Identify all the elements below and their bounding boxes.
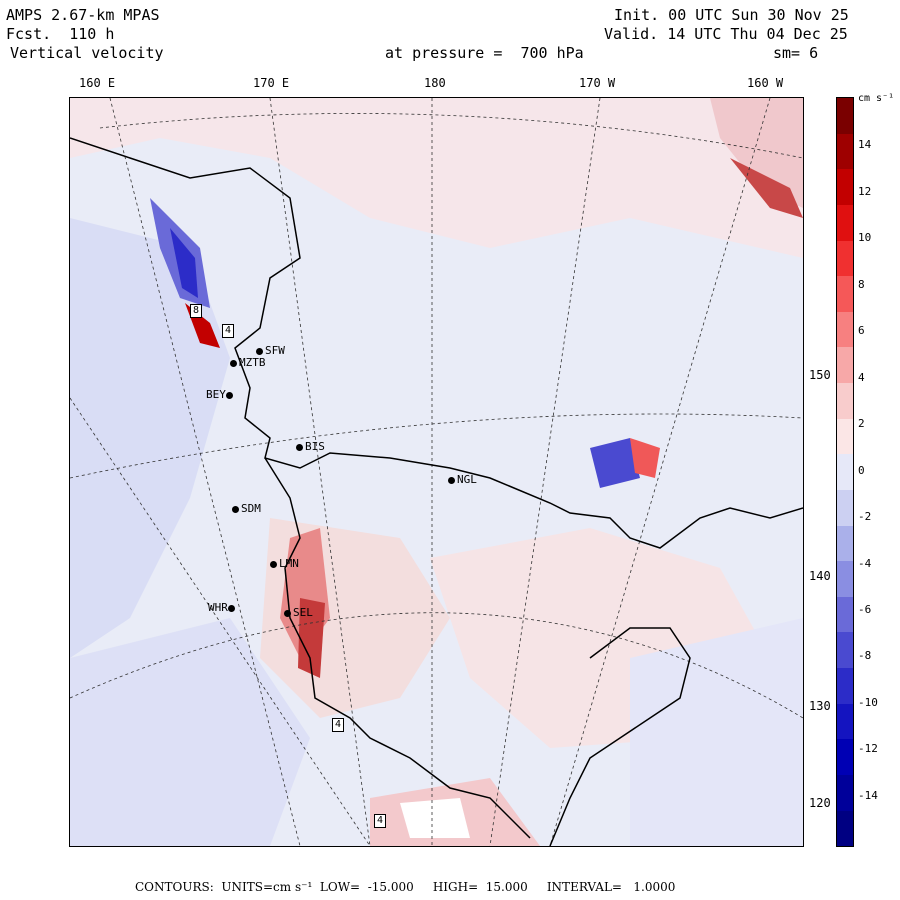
- station-whr[interactable]: WHR: [208, 601, 237, 614]
- colorbar-tick-label: -12: [858, 742, 878, 755]
- colorbar-tick-label: -10: [858, 696, 878, 709]
- station-dot-icon: [232, 505, 239, 513]
- colorbar-tick-label: 10: [858, 231, 872, 244]
- station-mztb[interactable]: MZTB: [230, 356, 266, 369]
- colorbar-segment: [837, 276, 853, 312]
- colorbar-segment: [837, 596, 853, 633]
- velocity-field: [70, 98, 803, 846]
- colorbar-segment: [837, 525, 853, 562]
- colorbar-segment: [837, 133, 853, 170]
- colorbar-tick-label: 12: [858, 185, 872, 198]
- colorbar-segment: [837, 204, 853, 241]
- station-dot-icon: [230, 359, 237, 367]
- graticule: [70, 98, 803, 846]
- colorbar-segment: [837, 454, 853, 490]
- colorbar-segment: [837, 169, 853, 205]
- station-dot-icon: [225, 391, 233, 399]
- contour-info: CONTOURS: UNITS=cm s⁻¹ LOW= -15.000 HIGH…: [135, 880, 676, 894]
- colorbar-segment: [837, 418, 853, 455]
- model-title: AMPS 2.67-km MPAS: [6, 6, 160, 24]
- station-sdm[interactable]: SDM: [232, 502, 261, 515]
- colorbar-tick-label: 4: [858, 371, 865, 384]
- colorbar-segment: [837, 668, 853, 704]
- station-dot-icon: [256, 347, 263, 355]
- station-bis[interactable]: BIS: [296, 440, 325, 453]
- contour-max-marker: 8: [190, 304, 203, 318]
- station-label: SDM: [241, 502, 261, 515]
- station-dot-icon: [296, 443, 303, 451]
- station-dot-icon: [270, 560, 277, 568]
- colorbar-segment: [837, 632, 853, 668]
- valid-time: Valid. 14 UTC Thu 04 Dec 25: [604, 25, 848, 43]
- station-label: LMN: [279, 557, 299, 570]
- station-label: WHR: [208, 601, 228, 614]
- station-label: MZTB: [239, 356, 266, 369]
- colorbar-tick-label: -4: [858, 557, 872, 570]
- lon-label-160e: 160 E: [79, 76, 116, 90]
- colorbar-segment: [837, 311, 853, 348]
- colorbar-tick-label: 6: [858, 324, 865, 337]
- station-bey[interactable]: BEY: [206, 388, 235, 401]
- pressure-level: at pressure = 700 hPa: [385, 44, 584, 62]
- lon-label-160w: 160 W: [747, 76, 784, 90]
- station-dot-icon: [284, 609, 291, 617]
- colorbar-segment: [837, 240, 853, 277]
- colorbar-segment: [837, 561, 853, 597]
- contour-max-marker: 4: [332, 718, 345, 732]
- lon-label-180: 180: [424, 76, 446, 90]
- colorbar-unit: cm s⁻¹: [858, 93, 895, 104]
- colorbar-segment: [837, 347, 853, 383]
- lon-label-170e: 170 E: [253, 76, 290, 90]
- map-panel[interactable]: MZTB BEY BIS NGL SDM LMN WHR SEL SFW 8 4…: [69, 97, 804, 847]
- station-label: NGL: [457, 473, 477, 486]
- colorbar-segment: [837, 383, 853, 419]
- colorbar-tick-label: -2: [858, 510, 872, 523]
- colorbar-tick-label: 14: [858, 138, 872, 151]
- station-lmn[interactable]: LMN: [270, 557, 299, 570]
- colorbar-segment: [837, 489, 853, 526]
- lon-label-170w: 170 W: [579, 76, 616, 90]
- station-dot-icon: [227, 604, 235, 612]
- colorbar-tick-label: 2: [858, 417, 865, 430]
- contour-max-marker: 4: [222, 324, 235, 338]
- colorbar: [836, 97, 854, 847]
- station-dot-icon: [448, 476, 455, 484]
- station-ngl[interactable]: NGL: [448, 473, 477, 486]
- colorbar-segment: [837, 810, 853, 847]
- station-label: SEL: [293, 606, 313, 619]
- init-time: Init. 00 UTC Sun 30 Nov 25: [614, 6, 849, 24]
- contour-max-marker: 4: [374, 814, 387, 828]
- colorbar-tick-label: -8: [858, 649, 872, 662]
- field-name: Vertical velocity: [10, 44, 164, 62]
- station-label: SFW: [265, 344, 285, 357]
- colorbar-tick-label: -6: [858, 603, 872, 616]
- coastline: [70, 137, 803, 846]
- forecast-hour: Fcst. 110 h: [6, 25, 115, 43]
- station-label: BEY: [206, 388, 226, 401]
- station-sfw[interactable]: SFW: [256, 344, 285, 357]
- colorbar-segment: [837, 703, 853, 740]
- smoothing: sm= 6: [773, 44, 819, 62]
- map-field: [70, 98, 803, 846]
- colorbar-segment: [837, 739, 853, 775]
- colorbar-tick-label: 8: [858, 278, 865, 291]
- station-label: BIS: [305, 440, 325, 453]
- colorbar-tick-label: -14: [858, 789, 878, 802]
- colorbar-segment: [837, 774, 853, 811]
- colorbar-tick-label: 0: [858, 464, 865, 477]
- station-sel[interactable]: SEL: [284, 606, 313, 619]
- colorbar-segment: [837, 98, 853, 134]
